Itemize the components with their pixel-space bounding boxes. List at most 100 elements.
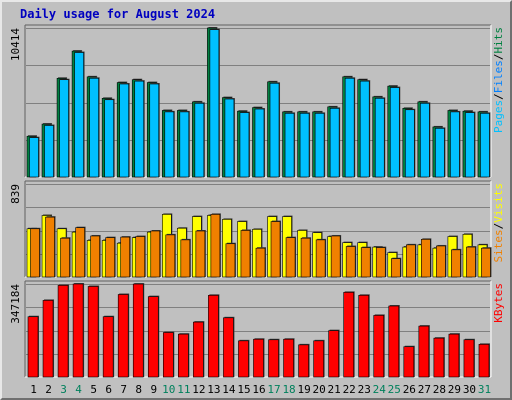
day-label: 26 bbox=[403, 383, 416, 396]
visits-bar bbox=[210, 214, 221, 278]
visits-bar bbox=[285, 237, 296, 278]
files-bar bbox=[74, 52, 84, 178]
day-label: 25 bbox=[388, 383, 401, 396]
legend-visits: Visits bbox=[492, 183, 505, 223]
visits-bar bbox=[451, 249, 461, 278]
files-bar bbox=[164, 111, 175, 178]
visits-bar bbox=[481, 247, 491, 278]
kbytes-bar bbox=[343, 292, 354, 378]
visits-bar bbox=[315, 239, 326, 278]
files-bar bbox=[149, 83, 160, 178]
kbytes-bar bbox=[283, 338, 294, 378]
kbytes-bar bbox=[72, 283, 84, 378]
day-label: 23 bbox=[358, 383, 371, 396]
kbytes-bar bbox=[178, 333, 189, 378]
visits-bar bbox=[180, 239, 191, 278]
visits-bar bbox=[436, 245, 446, 278]
visits-legend: Sites/Visits bbox=[492, 183, 505, 263]
visits-bar bbox=[406, 244, 416, 278]
day-label: 18 bbox=[282, 383, 295, 396]
files-bar bbox=[344, 77, 355, 178]
files-bar bbox=[450, 111, 460, 178]
legend-separator: / bbox=[492, 93, 505, 100]
day-label: 2 bbox=[45, 383, 52, 396]
kbytes-bar bbox=[27, 316, 39, 378]
files-bar bbox=[254, 108, 265, 178]
day-label: 19 bbox=[297, 383, 310, 396]
visits-bar bbox=[135, 236, 146, 278]
day-label: 21 bbox=[328, 383, 341, 396]
files-bar bbox=[359, 80, 370, 178]
kbytes-bar bbox=[223, 317, 234, 378]
files-bar bbox=[209, 29, 220, 178]
files-bar bbox=[465, 112, 475, 178]
legend-hits: Hits bbox=[492, 27, 505, 54]
visits-bar bbox=[255, 247, 266, 278]
kbytes-bar bbox=[403, 346, 415, 378]
files-bar bbox=[435, 128, 445, 178]
visits-bar bbox=[421, 239, 431, 278]
chart-title: Daily usage for August 2024 bbox=[20, 7, 216, 21]
legend-kbytes: KBytes bbox=[492, 283, 505, 323]
legend-files: Files bbox=[492, 60, 505, 93]
kbytes-bar bbox=[147, 296, 159, 378]
visits-bar bbox=[75, 227, 85, 278]
day-label: 30 bbox=[463, 383, 476, 396]
day-label: 12 bbox=[192, 383, 205, 396]
day-label: 20 bbox=[313, 383, 326, 396]
kbytes-bar bbox=[102, 316, 114, 378]
day-label: 24 bbox=[373, 383, 387, 396]
visits-bar bbox=[270, 221, 281, 278]
visits-max-label: 839 bbox=[9, 184, 22, 204]
visits-bar bbox=[375, 247, 386, 278]
kbytes-bar bbox=[328, 330, 339, 378]
files-bar bbox=[179, 111, 190, 178]
files-bar bbox=[329, 108, 340, 178]
files-bar bbox=[284, 113, 295, 178]
visits-bar bbox=[165, 234, 176, 278]
kbytes-bar bbox=[358, 294, 370, 378]
kbytes-bar bbox=[253, 338, 264, 378]
kbytes-bar bbox=[433, 337, 445, 378]
files-bar bbox=[314, 113, 325, 178]
day-label: 28 bbox=[433, 383, 446, 396]
kbytes-bar bbox=[448, 333, 460, 378]
files-bar bbox=[405, 109, 415, 178]
day-label: 3 bbox=[60, 383, 67, 396]
visits-bar bbox=[330, 235, 341, 278]
visits-bar bbox=[150, 230, 161, 278]
visits-bar bbox=[360, 247, 371, 278]
visits-bar bbox=[195, 230, 206, 278]
day-label: 29 bbox=[448, 383, 461, 396]
kbytes-bar bbox=[117, 294, 129, 378]
hits-max-label: 10414 bbox=[9, 28, 22, 61]
files-bar bbox=[374, 98, 385, 178]
day-label: 22 bbox=[343, 383, 356, 396]
kbytes-bar bbox=[418, 325, 430, 378]
day-label: 27 bbox=[418, 383, 431, 396]
kbytes-legend: KBytes bbox=[492, 283, 505, 323]
day-label: 14 bbox=[222, 383, 236, 396]
files-bar bbox=[224, 98, 235, 178]
legend-separator: / bbox=[492, 54, 505, 61]
day-label: 1 bbox=[30, 383, 37, 396]
files-bar bbox=[480, 113, 490, 178]
kbytes-bar bbox=[132, 283, 144, 378]
kbytes-bar bbox=[268, 339, 279, 378]
day-label: 17 bbox=[267, 383, 280, 396]
files-bar bbox=[119, 83, 129, 178]
legend-separator: / bbox=[492, 223, 505, 230]
kbytes-bar bbox=[87, 286, 99, 378]
kbytes-bar bbox=[208, 294, 219, 378]
day-label: 13 bbox=[207, 383, 220, 396]
files-bar bbox=[59, 79, 69, 178]
visits-bar bbox=[240, 230, 251, 278]
kbytes-bar bbox=[298, 344, 309, 378]
visits-bar bbox=[90, 235, 100, 278]
files-bar bbox=[239, 112, 250, 178]
day-label: 4 bbox=[75, 383, 82, 396]
day-label: 15 bbox=[237, 383, 250, 396]
kbytes-bar bbox=[193, 321, 204, 378]
day-label: 10 bbox=[162, 383, 175, 396]
